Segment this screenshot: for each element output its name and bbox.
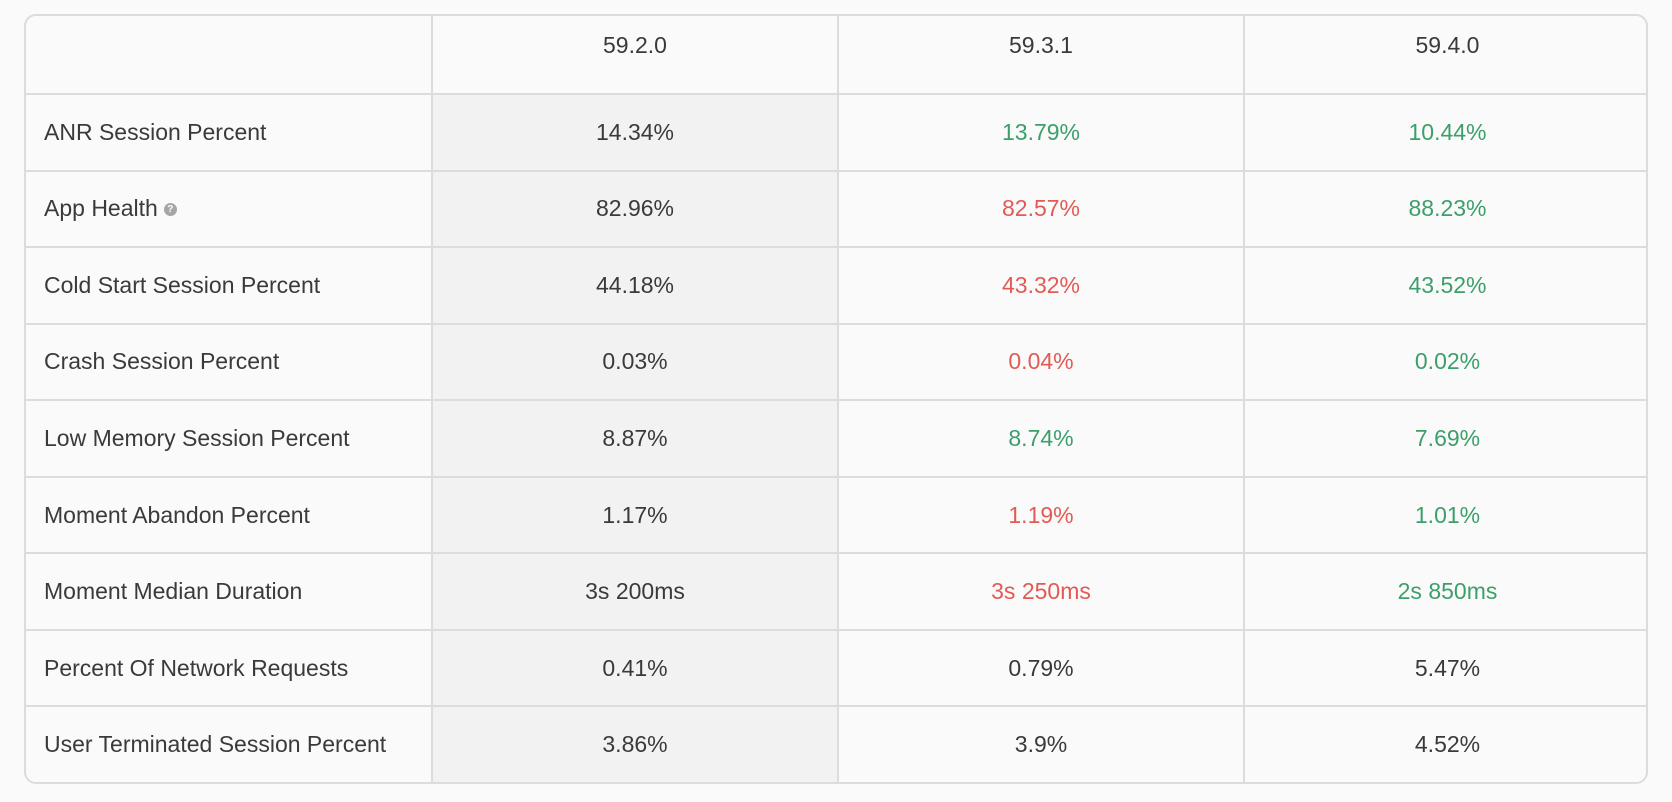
metric-value-cell: 82.57% xyxy=(838,170,1245,249)
metric-value-cell: 2s 850ms xyxy=(1244,553,1646,631)
metric-label-cell: User Terminated Session Percent xyxy=(26,706,433,782)
table-row: User Terminated Session Percent 3.86% 3.9%… xyxy=(26,706,1646,782)
metric-label: App Health xyxy=(44,195,158,222)
table-row: Moment Median Duration 3s 200ms 3s 250ms 2s… xyxy=(26,553,1646,631)
metric-value-cell: 1.19% xyxy=(838,476,1245,555)
metric-value-cell: 0.41% xyxy=(432,629,839,708)
metric-value-cell: 14.34% xyxy=(432,94,839,172)
table-row: Low Memory Session Percent 8.87% 8.74% 7.69… xyxy=(26,400,1646,478)
metric-value-cell: 8.87% xyxy=(432,400,839,478)
metric-label-cell: App Health? xyxy=(26,170,433,249)
metric-label: Percent Of Network Requests xyxy=(44,654,349,681)
metric-label-cell: Moment Median Duration xyxy=(26,553,433,631)
metric-label: Moment Median Duration xyxy=(44,578,303,605)
metric-value-cell: 5.47% xyxy=(1244,629,1646,708)
metric-value-cell: 0.02% xyxy=(1244,323,1646,402)
metric-value-cell: 8.74% xyxy=(838,400,1245,478)
metric-label-cell: Percent Of Network Requests xyxy=(26,629,433,708)
metric-value-cell: 0.79% xyxy=(838,629,1245,708)
metric-value-cell: 43.52% xyxy=(1244,247,1646,325)
metric-value-cell: 3.86% xyxy=(432,706,839,782)
metric-label-cell: Moment Abandon Percent xyxy=(26,476,433,555)
metric-value-cell: 0.04% xyxy=(838,323,1245,402)
metric-label-cell: Cold Start Session Percent xyxy=(26,247,433,325)
metric-label: User Terminated Session Percent xyxy=(44,731,387,758)
metric-label: Crash Session Percent xyxy=(44,348,280,375)
metric-value-cell: 1.17% xyxy=(432,476,839,555)
metric-label: Low Memory Session Percent xyxy=(44,424,350,451)
metric-value-cell: 13.79% xyxy=(838,94,1245,172)
metric-value-cell: 10.44% xyxy=(1244,94,1646,172)
release-comparison-table: 59.2.0 59.3.1 59.4.0 ANR Session Percent… xyxy=(24,14,1648,784)
table-row: Percent Of Network Requests 0.41% 0.79% 5.4… xyxy=(26,629,1646,708)
metric-label: Moment Abandon Percent xyxy=(44,501,310,528)
table-row: App Health? 82.96% 82.57% 88.23% xyxy=(26,170,1646,249)
metric-value-cell: 3s 200ms xyxy=(432,553,839,631)
metric-label-cell: Low Memory Session Percent xyxy=(26,400,433,478)
table-row: ANR Session Percent 14.34% 13.79% 10.44% xyxy=(26,94,1646,172)
question-icon[interactable]: ? xyxy=(163,202,177,216)
metric-value-cell: 0.03% xyxy=(432,323,839,402)
metrics-table: 59.2.0 59.3.1 59.4.0 ANR Session Percent… xyxy=(26,16,1646,782)
metric-value-cell: 43.32% xyxy=(838,247,1245,325)
version-header-59-2-0[interactable]: 59.2.0 xyxy=(432,16,839,95)
version-header-59-4-0[interactable]: 59.4.0 xyxy=(1244,16,1646,95)
table-row: Moment Abandon Percent 1.17% 1.19% 1.01% xyxy=(26,476,1646,555)
metric-value-cell: 44.18% xyxy=(432,247,839,325)
corner-cell xyxy=(26,16,433,95)
version-header-59-3-1[interactable]: 59.3.1 xyxy=(838,16,1245,95)
table-row: Crash Session Percent 0.03% 0.04% 0.02% xyxy=(26,323,1646,402)
metric-label-cell: ANR Session Percent xyxy=(26,94,433,172)
metric-value-cell: 7.69% xyxy=(1244,400,1646,478)
metric-label: ANR Session Percent xyxy=(44,118,267,145)
metric-value-cell: 3.9% xyxy=(838,706,1245,782)
metric-label-cell: Crash Session Percent xyxy=(26,323,433,402)
metric-label: Cold Start Session Percent xyxy=(44,271,321,298)
metric-value-cell: 1.01% xyxy=(1244,476,1646,555)
table-row: Cold Start Session Percent 44.18% 43.32% 43… xyxy=(26,247,1646,325)
header-row: 59.2.0 59.3.1 59.4.0 xyxy=(26,16,1646,95)
metric-value-cell: 4.52% xyxy=(1414,731,1481,758)
metric-value-cell: 88.23% xyxy=(1244,170,1646,249)
metric-value-cell: 3s 250ms xyxy=(838,553,1245,631)
metric-value-cell: 82.96% xyxy=(432,170,839,249)
